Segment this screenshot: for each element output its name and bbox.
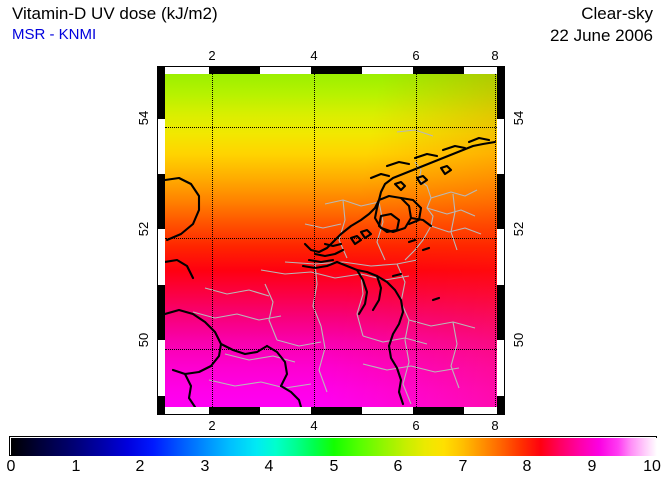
y-tick-left-50: 50 [136,332,151,348]
graticule-line-lat-54 [165,127,497,128]
x-tick-bottom-8: 8 [491,418,499,433]
map-data-area [165,74,497,407]
axis-band-top [158,67,504,74]
colorbar-tick-8: 8 [522,458,532,475]
colorbar-tick-0: 0 [6,458,16,475]
axis-band-bottom [158,407,504,414]
graticule-line-lon-4 [314,74,315,407]
graticule-line-lon-8 [495,74,496,407]
colorbar-frame [9,436,657,456]
colorbar-tick-3: 3 [200,458,210,475]
sky-condition-label: Clear-sky [581,4,653,23]
graticule-line-lon-6 [416,74,417,407]
colorbar-tick-1: 1 [71,458,81,475]
colorbar-tick-7: 7 [458,458,468,475]
graticule-line-lat-50 [165,349,497,350]
colorbar-tick-2: 2 [135,458,145,475]
x-tick-top-8: 8 [491,48,499,63]
x-tick-bottom-2: 2 [208,418,216,433]
colorbar-gradient [11,438,657,456]
x-tick-top-2: 2 [208,48,216,63]
colorbar-tick-9: 9 [587,458,597,475]
page-title: Vitamin-D UV dose (kJ/m2) [12,4,218,23]
x-tick-top-6: 6 [412,48,420,63]
y-tick-right-54: 54 [511,110,526,126]
colorbar-tick-5: 5 [329,458,339,475]
x-tick-bottom-4: 4 [310,418,318,433]
y-tick-right-50: 50 [511,332,526,348]
map-figure [157,66,505,415]
axis-band-left [158,67,165,414]
coastline-overlay [165,129,497,407]
colorbar: 0 1 2 3 4 5 6 7 8 9 10 [0,430,665,480]
x-tick-bottom-6: 6 [412,418,420,433]
axis-band-right [497,67,504,414]
x-tick-top-4: 4 [310,48,318,63]
y-tick-right-52: 52 [511,221,526,237]
y-tick-left-52: 52 [136,221,151,237]
colorbar-tick-6: 6 [393,458,403,475]
colorbar-tick-4: 4 [264,458,274,475]
colorbar-tick-10: 10 [643,458,661,475]
data-source-label: MSR - KNMI [12,26,97,43]
graticule-line-lon-2 [212,74,213,407]
y-tick-left-54: 54 [136,110,151,126]
date-label: 22 June 2006 [549,26,653,45]
graticule-line-lat-52 [165,238,497,239]
